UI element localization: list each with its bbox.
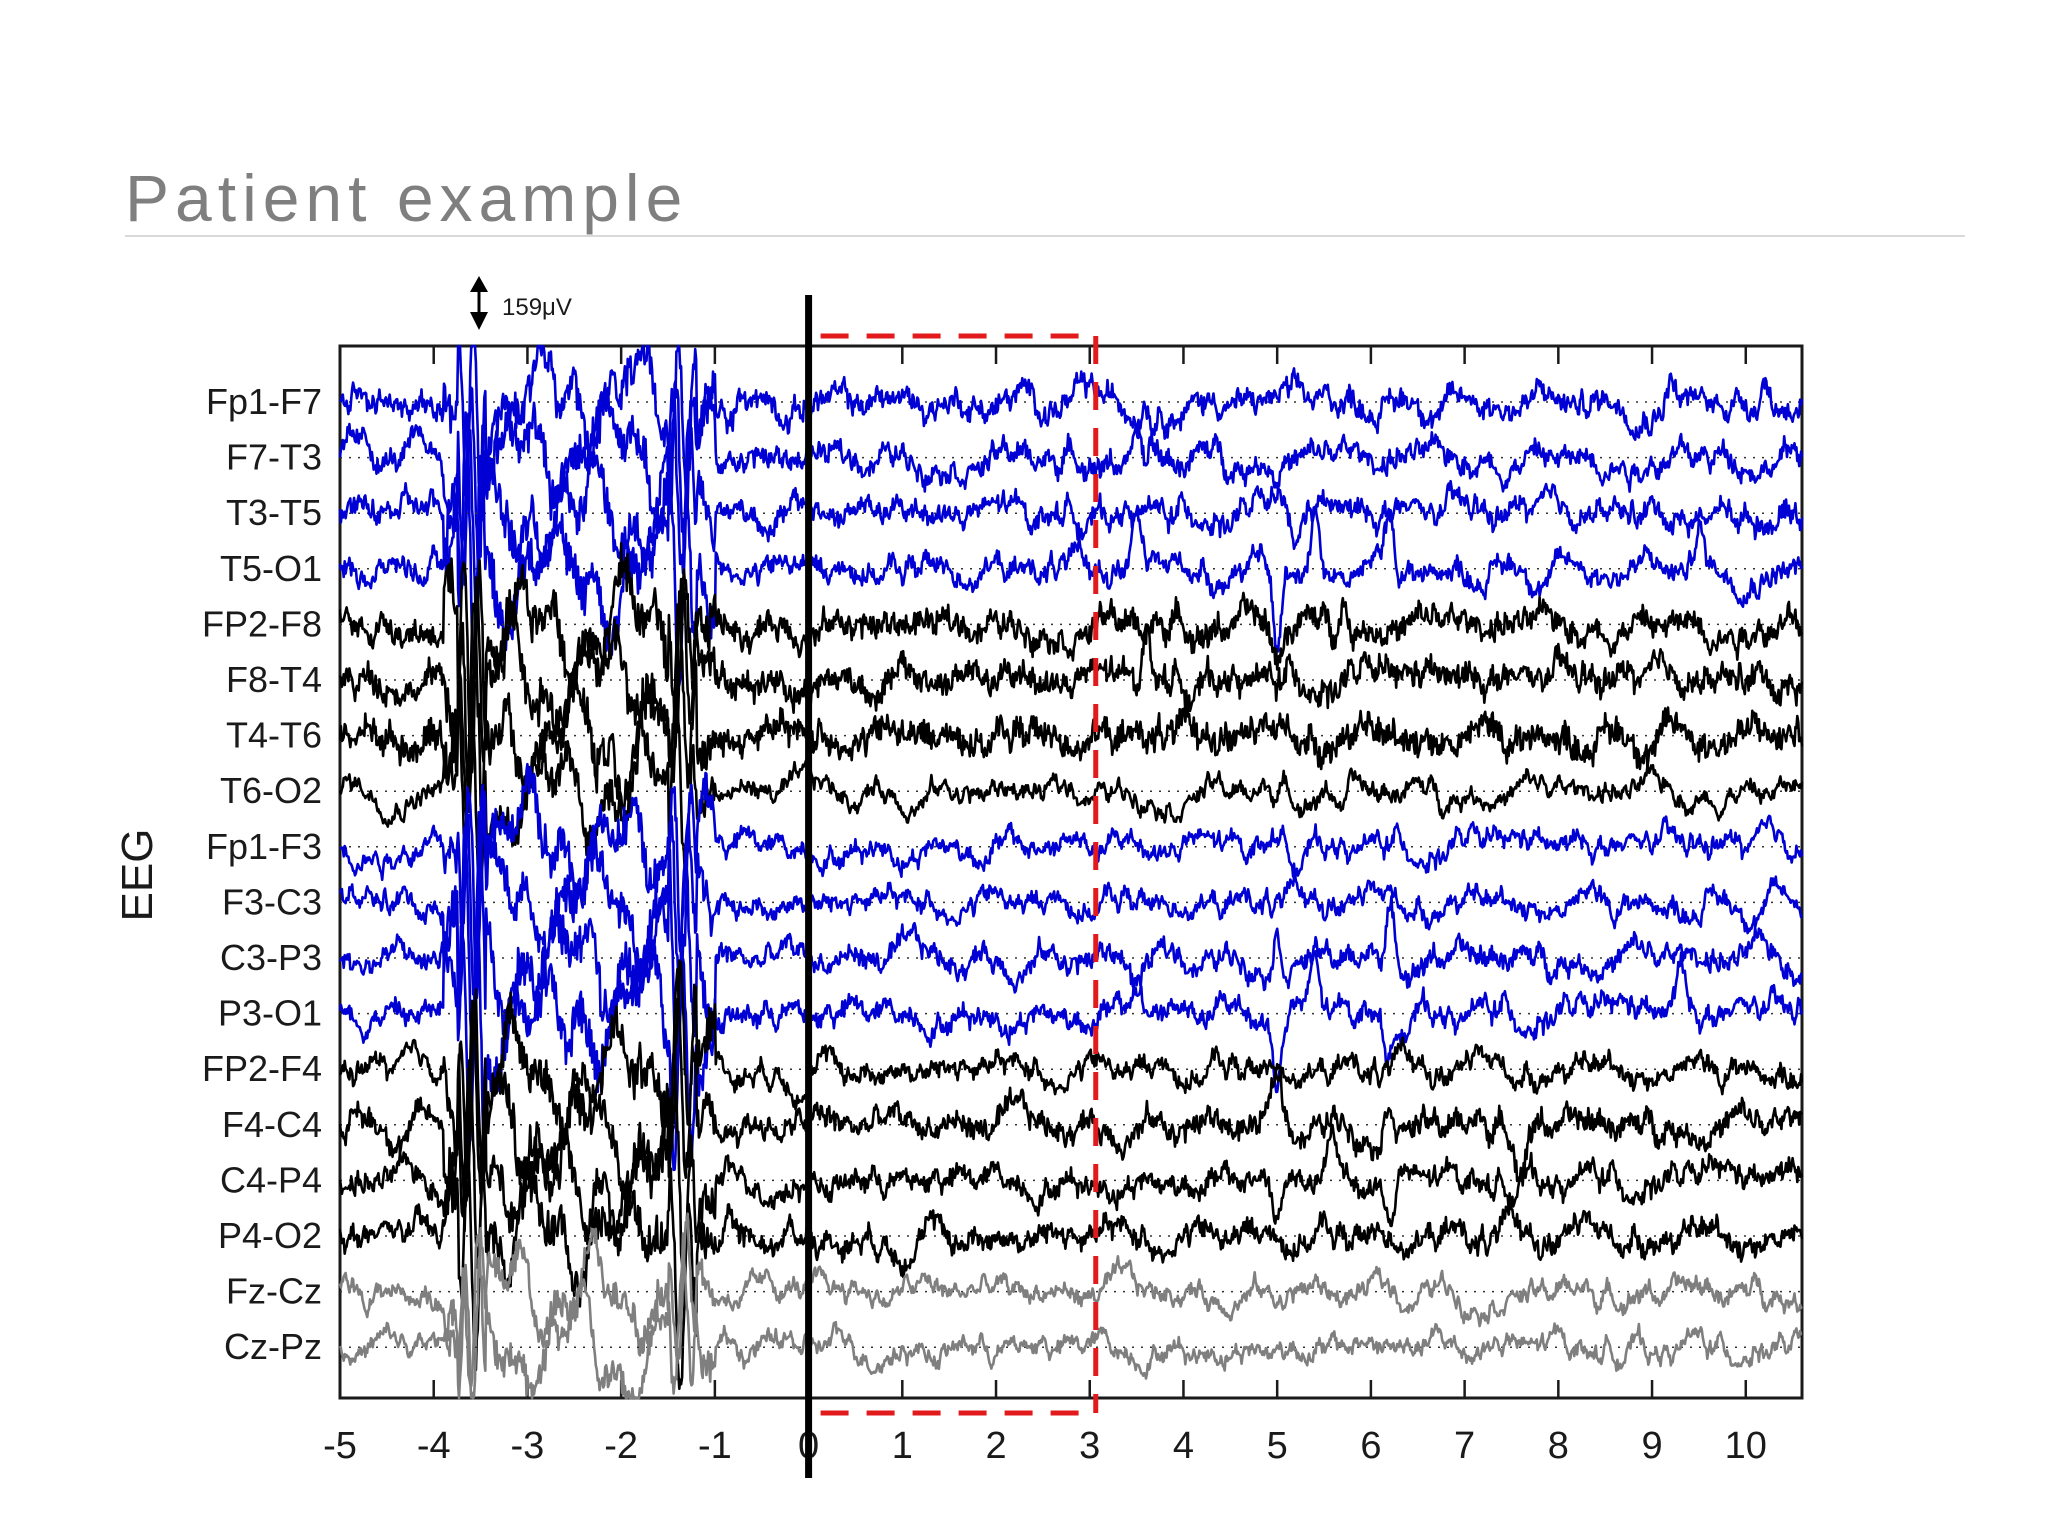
scale-bar-arrow-down bbox=[470, 312, 488, 330]
channel-trace bbox=[338, 1232, 1803, 1400]
plot-frame bbox=[338, 344, 1804, 1400]
x-tick-label: -4 bbox=[417, 1425, 451, 1467]
scale-bar-arrow-up bbox=[470, 276, 488, 292]
plot-area: -5-4-3-2-1012345678910Fp1-F7F7-T3T3-T5T5… bbox=[202, 276, 1804, 1478]
scale-bar-label: 159μV bbox=[502, 294, 572, 321]
x-tick-label: -5 bbox=[323, 1425, 357, 1467]
x-tick-label: -2 bbox=[604, 1425, 638, 1467]
x-tick-label: 3 bbox=[1079, 1425, 1100, 1467]
channel-trace bbox=[338, 811, 1803, 1077]
y-axis-label: EEG bbox=[113, 829, 162, 922]
channel-label: FP2-F4 bbox=[202, 1048, 322, 1089]
page-title: Patient example bbox=[125, 161, 689, 235]
channel-trace bbox=[338, 959, 1804, 1202]
x-tick-label: 10 bbox=[1725, 1425, 1767, 1467]
channel-trace bbox=[338, 344, 1804, 523]
channel-trace bbox=[338, 387, 1804, 632]
channel-label: F4-C4 bbox=[222, 1104, 322, 1145]
channel-trace bbox=[338, 576, 1804, 814]
channel-label: Fp1-F7 bbox=[206, 381, 322, 422]
channel-label: P3-O1 bbox=[218, 993, 322, 1034]
channel-label: Cz-Pz bbox=[224, 1326, 322, 1367]
channel-label: T3-T5 bbox=[226, 492, 322, 533]
channel-trace bbox=[338, 783, 1803, 1012]
channel-trace bbox=[338, 590, 1804, 835]
channel-label: F3-C3 bbox=[222, 881, 322, 922]
x-tick-label: 8 bbox=[1548, 1425, 1569, 1467]
x-tick-label: 7 bbox=[1454, 1425, 1475, 1467]
channel-label: T6-O2 bbox=[220, 770, 322, 811]
x-tick-label: 2 bbox=[985, 1425, 1006, 1467]
channel-label: C3-P3 bbox=[220, 937, 322, 978]
x-tick-label: -1 bbox=[698, 1425, 732, 1467]
channel-trace bbox=[338, 1051, 1804, 1277]
title-divider bbox=[125, 235, 1965, 237]
channel-label: Fp1-F3 bbox=[206, 826, 322, 867]
channel-label: C4-P4 bbox=[220, 1159, 322, 1200]
channel-trace bbox=[338, 675, 1804, 905]
channel-trace bbox=[338, 967, 1804, 1233]
channel-trace bbox=[338, 1153, 1804, 1391]
channel-label: T4-T6 bbox=[226, 715, 322, 756]
channel-trace bbox=[338, 1212, 1804, 1400]
channel-trace bbox=[338, 379, 1804, 586]
x-tick-label: 1 bbox=[892, 1425, 913, 1467]
channel-label: F8-T4 bbox=[226, 659, 322, 700]
channel-label: P4-O2 bbox=[218, 1215, 322, 1256]
channel-trace bbox=[338, 919, 1804, 1172]
x-tick-label: 4 bbox=[1173, 1425, 1194, 1467]
channel-label: FP2-F8 bbox=[202, 603, 322, 644]
channel-label: F7-T3 bbox=[226, 437, 322, 478]
x-tick-label: 6 bbox=[1360, 1425, 1381, 1467]
channel-label: T5-O1 bbox=[220, 548, 322, 589]
channel-trace bbox=[338, 411, 1804, 687]
x-tick-label: 9 bbox=[1641, 1425, 1662, 1467]
x-tick-label: -3 bbox=[511, 1425, 545, 1467]
channel-label: Fz-Cz bbox=[226, 1271, 322, 1312]
x-tick-label: 5 bbox=[1267, 1425, 1288, 1467]
